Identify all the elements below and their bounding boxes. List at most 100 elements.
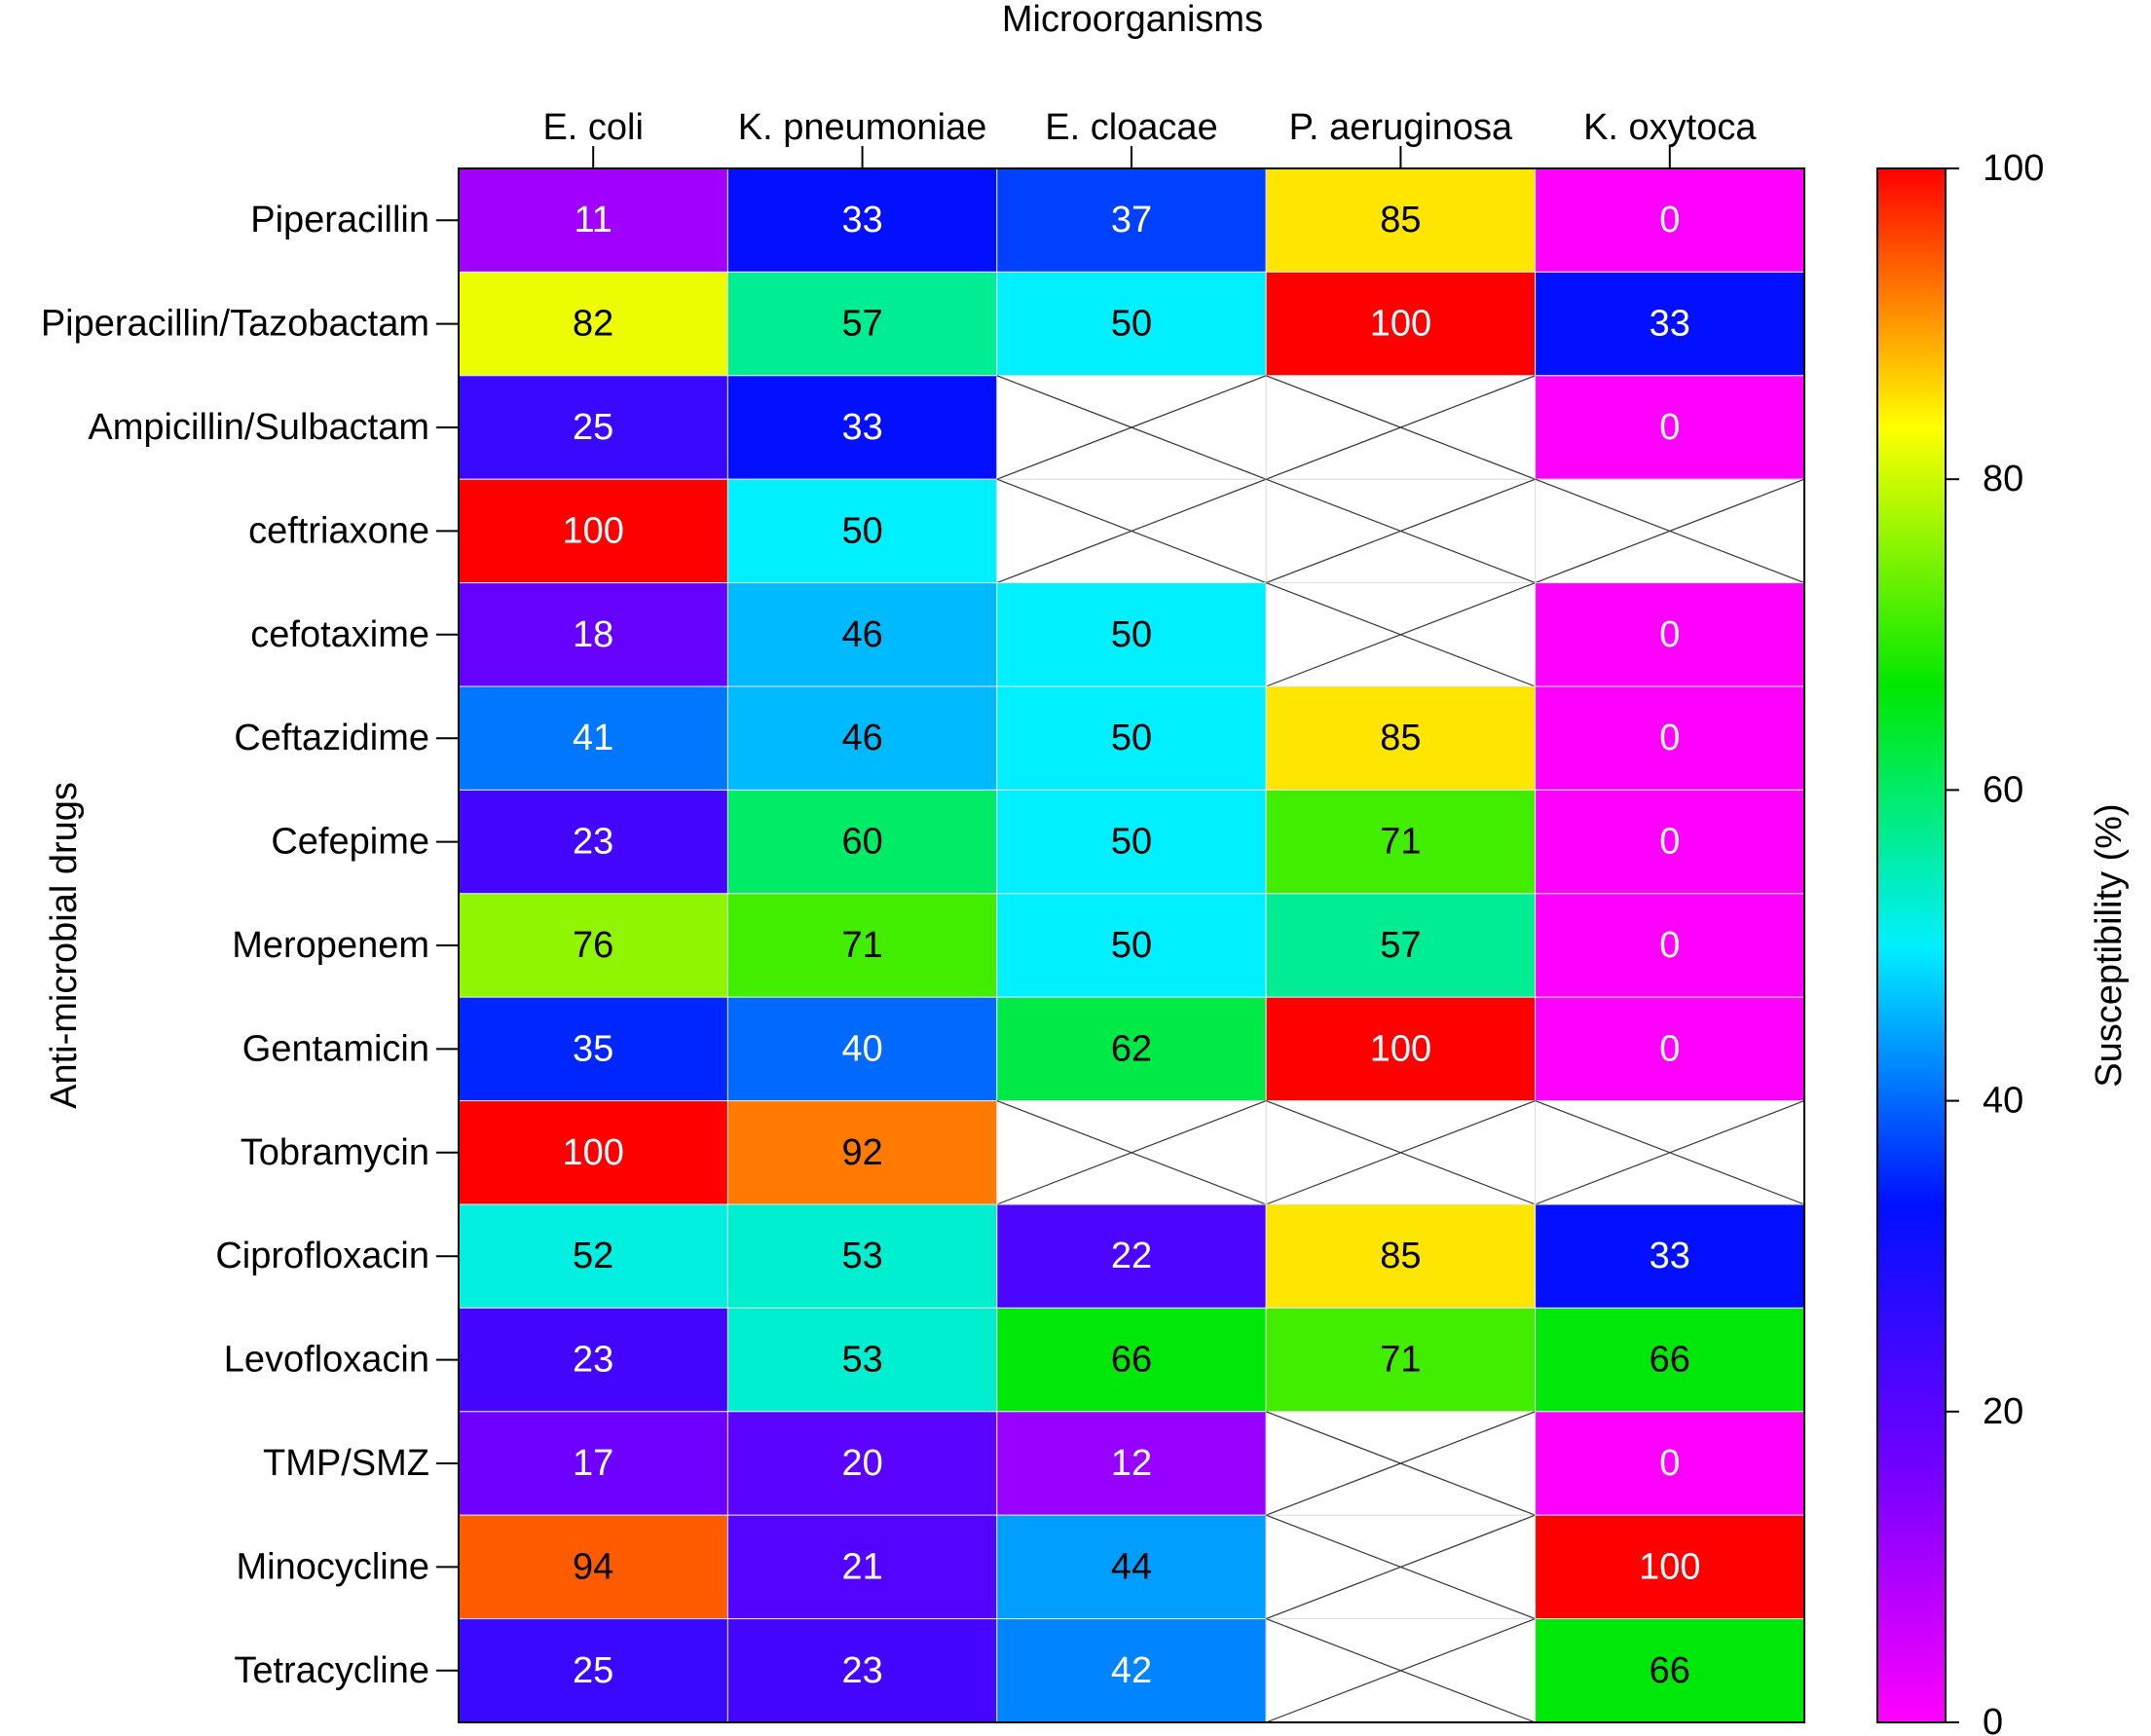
missing-cross-line (1265, 1100, 1536, 1205)
heatmap-cell (726, 1514, 998, 1620)
cell-value-label: 53 (841, 1340, 882, 1381)
colorbar-tick-label: 0 (1983, 1702, 2003, 1736)
colorbar-tick-label: 20 (1983, 1391, 2023, 1432)
cell-value-label: 0 (1659, 822, 1680, 863)
heatmap-cell (996, 271, 1267, 377)
heatmap-cell (1535, 1618, 1805, 1723)
heatmap-cell (996, 996, 1267, 1102)
heatmap-cell (996, 1618, 1267, 1723)
cell-value-label: 35 (573, 1028, 613, 1069)
heatmap-cell (726, 478, 998, 584)
heatmap-cell (458, 1203, 728, 1309)
cell-value-label: 50 (1111, 304, 1152, 345)
row-label: Piperacillin/Tazobactam (41, 304, 429, 345)
cell-value-label: 25 (573, 1650, 613, 1691)
cell-value-label: 85 (1380, 200, 1421, 240)
heatmap-cell (996, 1514, 1267, 1620)
cell-value-label: 46 (841, 718, 882, 758)
missing-cross-line (996, 375, 1267, 480)
cell-value-label: 37 (1111, 200, 1152, 240)
cell-value-label: 94 (573, 1546, 613, 1587)
row-label: Tetracycline (234, 1650, 429, 1691)
column-labels: E. coli K. pneumoniae E. cloacae P. aerugin… (542, 107, 1757, 168)
cell-value-label: 66 (1650, 1340, 1690, 1381)
heatmap-cell (458, 478, 728, 584)
heatmap-cell (1265, 893, 1537, 998)
heatmap-cell (1265, 1203, 1537, 1309)
heatmap-cell (458, 789, 728, 895)
colorbar-tick-label: 80 (1983, 459, 2023, 499)
heatmap-cell (1265, 685, 1537, 791)
cell-value-label: 23 (841, 1650, 882, 1691)
row-label: cefotaxime (250, 614, 429, 655)
heatmap-cell (1535, 1203, 1805, 1309)
cell-value-label: 100 (1639, 1546, 1700, 1587)
heatmap-cell (726, 1203, 998, 1309)
cell-value-label: 71 (841, 925, 882, 966)
heatmap-cell (996, 582, 1267, 687)
y-axis-label: Anti-microbial drugs (44, 782, 85, 1109)
cell-value-label: 46 (841, 614, 882, 655)
cell-value-label: 18 (573, 614, 613, 655)
heatmap-cell (726, 1100, 998, 1205)
cell-value-label: 85 (1380, 718, 1421, 758)
heatmap-cell (1535, 375, 1805, 480)
cell-value-label: 57 (841, 304, 882, 345)
missing-cross-line (1265, 1514, 1536, 1620)
row-label: Tobramycin (241, 1132, 429, 1173)
heatmap-cell (1535, 1514, 1805, 1620)
missing-cross-line (1265, 582, 1536, 687)
heatmap-cell (458, 1618, 728, 1723)
missing-cross-line (1265, 375, 1536, 480)
cell-value-label: 0 (1659, 925, 1680, 966)
cell-value-label: 0 (1659, 718, 1680, 758)
cell-value-label: 52 (573, 1236, 613, 1276)
row-label: Ampicillin/Sulbactam (88, 407, 429, 448)
plot-frame (458, 167, 1805, 1723)
cell-value-label: 0 (1659, 200, 1680, 240)
cell-value-label: 33 (841, 407, 882, 448)
cell-value-label: 85 (1380, 1236, 1421, 1276)
chart-title: Microorganisms (1002, 0, 1263, 40)
column-label: E. cloacae (1045, 107, 1217, 148)
colorbar-gradient (1876, 167, 1947, 1723)
heatmap-cell (458, 582, 728, 687)
row-label: TMP/SMZ (263, 1443, 429, 1484)
cell-value-label: 23 (573, 1340, 613, 1381)
heatmap-cell (1535, 1411, 1805, 1516)
heatmap-cell (458, 893, 728, 998)
row-label: Ceftazidime (234, 718, 429, 758)
row-label: ceftriaxone (248, 510, 429, 551)
missing-cross-line (996, 1100, 1267, 1205)
heatmap-cell (726, 1618, 998, 1723)
colorbar-label: Susceptibility (%) (2089, 803, 2130, 1087)
heatmap-cells: 11 33 37 85 0 82 57 50 100 33 25 33 0 100 50 18 46 50 0 41 4… (458, 167, 1805, 1723)
cell-value-label: 0 (1659, 614, 1680, 655)
heatmap-cell (726, 893, 998, 998)
cell-value-label: 50 (1111, 925, 1152, 966)
cell-value-label: 12 (1111, 1443, 1152, 1484)
heatmap-cell (458, 1411, 728, 1516)
heatmap-cell (1535, 582, 1805, 687)
heatmap-cell (726, 685, 998, 791)
row-label: Minocycline (236, 1546, 429, 1587)
heatmap-cell (458, 167, 728, 273)
cell-value-label: 0 (1659, 1028, 1680, 1069)
cell-value-label: 40 (841, 1028, 882, 1069)
cell-value-label: 62 (1111, 1028, 1152, 1069)
cell-value-label: 57 (1380, 925, 1421, 966)
heatmap-cell (458, 375, 728, 480)
missing-cross-line (1535, 478, 1805, 584)
heatmap-cell (726, 271, 998, 377)
cell-value-label: 100 (562, 1132, 623, 1173)
colorbar-ticks: 0 20 40 60 80 100 (1946, 148, 2044, 1736)
cell-value-label: 100 (1370, 1028, 1431, 1069)
colorbar-tick-label: 40 (1983, 1081, 2023, 1122)
cell-value-label: 22 (1111, 1236, 1152, 1276)
row-label: Ciprofloxacin (215, 1236, 429, 1276)
missing-cross-line (1265, 1618, 1536, 1723)
cell-value-label: 42 (1111, 1650, 1152, 1691)
column-label: K. oxytoca (1583, 107, 1757, 148)
cell-value-label: 82 (573, 304, 613, 345)
row-label: Meropenem (232, 925, 429, 966)
